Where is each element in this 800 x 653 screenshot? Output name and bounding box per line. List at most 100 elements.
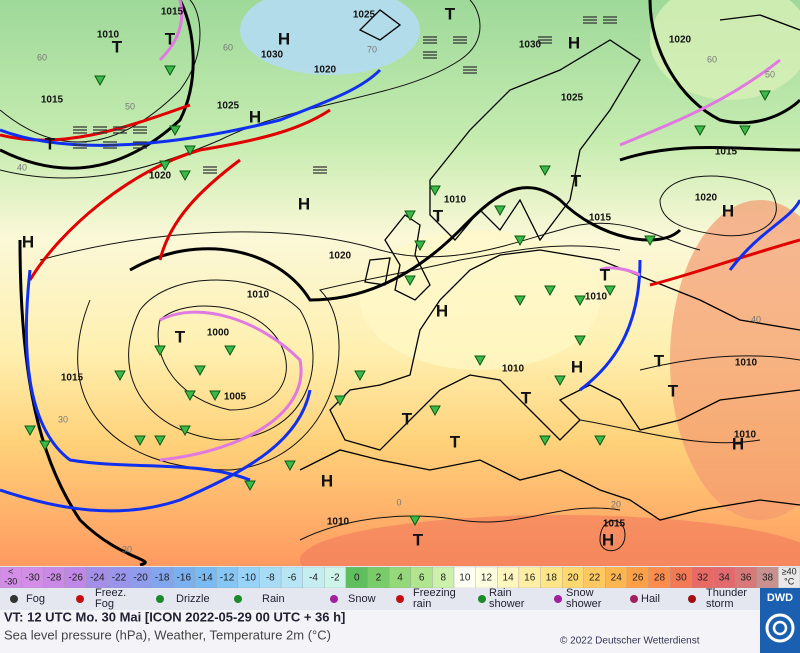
- temperature-scale: <-30 -30 -28 -26 -24 -22 -20 -18 -16 -14 -12 -10 -8-…: [0, 566, 800, 589]
- legend-label: Freez.: [95, 587, 126, 599]
- pressure-center: T: [668, 381, 679, 400]
- pressure-label: 1010: [502, 364, 525, 375]
- rain-shower-symbol: [184, 145, 196, 157]
- grid-label: 20: [611, 499, 621, 509]
- pressure-label: 1010: [585, 292, 608, 303]
- fog-symbol: [453, 36, 467, 44]
- rain-shower-symbol: [194, 365, 206, 377]
- pressure-label: 1025: [561, 93, 584, 104]
- weather-symbols: [24, 16, 771, 527]
- legend-icon: [396, 595, 404, 603]
- pressure-label: 1010: [327, 517, 350, 528]
- rain-shower-symbol: [404, 210, 416, 222]
- pressure-label: 1020: [669, 35, 692, 46]
- grid-label: 60: [37, 52, 47, 62]
- fog-symbol: [73, 141, 87, 149]
- grid-label: 40: [17, 162, 27, 172]
- legend-label: Snow: [566, 587, 594, 599]
- pressure-center: T: [175, 327, 186, 346]
- pressure-label: 1020: [314, 65, 337, 76]
- scale-label: 24: [611, 573, 623, 584]
- pressure-label: 1015: [715, 147, 738, 158]
- rain-shower-symbol: [154, 345, 166, 357]
- pressure-label: 1015: [41, 95, 64, 106]
- fog-symbol: [93, 126, 107, 134]
- logo-swirl: [765, 613, 795, 643]
- legend-label: Snow: [348, 593, 376, 605]
- scale-label: 32: [697, 573, 709, 584]
- scale-label: 30: [676, 573, 688, 584]
- isobars: [0, 0, 800, 552]
- legend-label: Rain: [489, 587, 512, 599]
- rain-shower-symbol: [739, 125, 751, 137]
- legend-icon: [76, 595, 84, 603]
- fog-symbol: [313, 166, 327, 174]
- fog-symbol: [603, 16, 617, 24]
- weather-legend: Fog Freez.Fog Drizzle Rain Snow FreezingrainR…: [10, 587, 747, 610]
- key-isobars: [0, 0, 800, 567]
- rain-shower-symbol: [414, 240, 426, 252]
- legend-label: Thunder: [706, 587, 747, 599]
- legend-icon: [330, 595, 338, 603]
- rain-shower-symbol: [409, 515, 421, 527]
- pressure-label: 1010: [735, 358, 758, 369]
- scale-label: 26: [632, 573, 644, 584]
- rain-shower-symbol: [24, 425, 36, 437]
- scale-label: -26: [68, 573, 83, 584]
- pressure-label: 1015: [61, 373, 84, 384]
- rain-shower-symbol: [574, 295, 586, 307]
- legend-label: Freezing: [413, 587, 456, 599]
- pressure-center: T: [521, 388, 532, 407]
- scale-label: 4: [397, 573, 403, 584]
- pressure-label: 1000: [207, 328, 230, 339]
- rain-shower-symbol: [514, 295, 526, 307]
- rain-shower-symbol: [114, 370, 126, 382]
- rain-shower-symbol: [644, 235, 656, 247]
- pressure-center: H: [602, 530, 614, 549]
- legend-icon: [630, 595, 638, 603]
- legend-panel: [0, 588, 760, 610]
- rain-shower-symbol: [759, 90, 771, 102]
- pressure-label: 1030: [519, 40, 542, 51]
- scale-label: <: [8, 566, 13, 576]
- pressure-center: T: [600, 265, 611, 284]
- scale-label: ≥40: [782, 566, 797, 576]
- map: 1015101010251030102010301025102010151025…: [0, 0, 800, 605]
- pressure-center: T: [445, 4, 456, 23]
- rain-shower-symbol: [574, 335, 586, 347]
- scale-label: -18: [155, 573, 170, 584]
- cold-area: [240, 0, 420, 75]
- pressure-center: T: [433, 206, 444, 225]
- legend-label: shower: [489, 598, 525, 610]
- scale-label: -12: [220, 573, 235, 584]
- logo-text: DWD: [767, 592, 793, 604]
- pressure-center: H: [732, 434, 744, 453]
- rain-shower-symbol: [554, 375, 566, 387]
- scale-label: °C: [784, 576, 795, 586]
- pressure-label: 1020: [695, 193, 718, 204]
- rain-shower-symbol: [474, 355, 486, 367]
- scale-label: 36: [740, 573, 752, 584]
- scale-label: 16: [524, 573, 536, 584]
- pressure-center: H: [321, 471, 333, 490]
- pressure-label: 1010: [247, 290, 270, 301]
- grid-label: 30: [122, 544, 132, 554]
- fog-symbol: [113, 126, 127, 134]
- rain-shower-symbol: [224, 345, 236, 357]
- fog-symbol: [103, 141, 117, 149]
- rain-shower-symbol: [604, 285, 616, 297]
- rain-shower-symbol: [694, 125, 706, 137]
- pressure-center: H: [249, 107, 261, 126]
- scale-label: 20: [567, 573, 579, 584]
- fog-symbol: [133, 126, 147, 134]
- pressure-label: 1020: [149, 171, 172, 182]
- fronts: [0, 0, 800, 513]
- pressure-center: T: [402, 409, 413, 428]
- legend-icon: [234, 595, 242, 603]
- pressure-center: H: [22, 232, 34, 251]
- rain-shower-symbol: [164, 65, 176, 77]
- fog-symbol: [463, 66, 477, 74]
- valid-time: VT: 12 UTC Mo. 30 Mai [ICON 2022-05-29 0…: [4, 609, 345, 624]
- rain-shower-symbol: [169, 125, 181, 137]
- grid-label: 60: [707, 54, 717, 64]
